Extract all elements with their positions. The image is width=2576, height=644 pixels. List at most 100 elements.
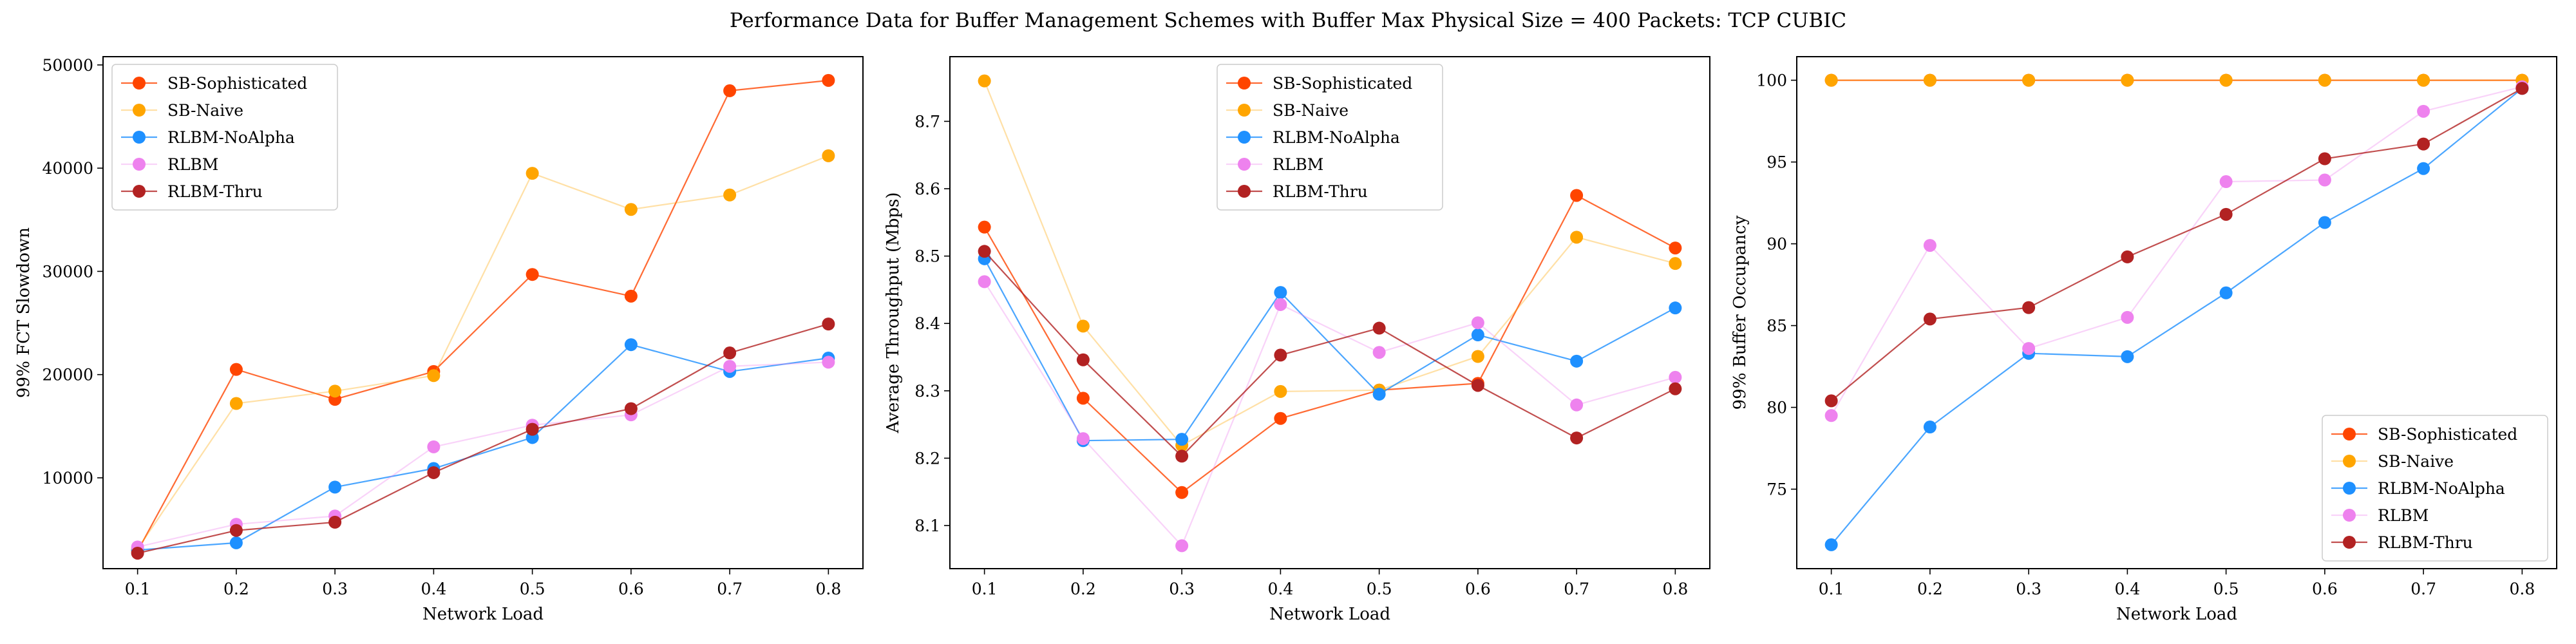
data-point-rlbm-noalpha <box>2219 286 2233 299</box>
data-point-rlbm <box>2219 175 2233 189</box>
data-point-sb-naive <box>1570 231 1584 244</box>
x-tick-label: 0.3 <box>322 580 348 598</box>
legend: SB-Sophisticated SB-Naive RLBM-NoAlpha RLBM… <box>1217 64 1443 211</box>
data-point-sb-naive <box>2318 73 2331 87</box>
data-point-rlbm-noalpha <box>2318 216 2331 229</box>
data-point-rlbm-thru <box>229 524 243 537</box>
data-point-rlbm-noalpha <box>328 480 342 494</box>
legend-label: SB-Sophisticated <box>1273 74 1412 93</box>
x-tick-label: 0.2 <box>1070 580 1096 598</box>
y-tick-label: 100 <box>1756 71 1787 90</box>
legend-label: SB-Naive <box>1273 101 1349 120</box>
data-point-rlbm-thru <box>1471 379 1484 392</box>
series-line-rlbm <box>137 361 829 548</box>
data-point-rlbm-thru <box>1923 312 1937 326</box>
legend-label: RLBM-Thru <box>2378 533 2473 552</box>
data-point-sb-naive <box>624 203 638 216</box>
data-point-sb-naive <box>1274 384 1287 398</box>
x-tick-label: 0.6 <box>2312 580 2338 598</box>
x-tick-label: 0.2 <box>1917 580 1943 598</box>
x-tick-label: 0.3 <box>1169 580 1195 598</box>
legend-label: RLBM-Thru <box>1273 182 1368 201</box>
data-point-rlbm <box>2417 104 2430 118</box>
legend-marker-rlbm <box>133 158 146 171</box>
y-tick-label: 8.2 <box>914 449 940 468</box>
data-point-sb-naive <box>427 369 440 383</box>
legend-marker-sb-sophisticated <box>133 77 146 90</box>
data-point-rlbm-thru <box>1669 382 1682 395</box>
data-point-rlbm-noalpha <box>2121 350 2134 363</box>
data-point-rlbm-thru <box>2318 152 2331 166</box>
y-axis-label: 99% Buffer Occupancy <box>1730 215 1750 410</box>
data-point-sb-sophisticated <box>1175 486 1189 499</box>
legend-box <box>1217 64 1443 211</box>
data-point-rlbm-thru <box>1824 394 1838 408</box>
y-tick-label: 30000 <box>42 262 93 281</box>
series-line-sb-sophisticated <box>983 194 1676 494</box>
data-point-rlbm-noalpha <box>1274 286 1287 299</box>
x-tick-label: 0.7 <box>717 580 743 598</box>
data-point-rlbm-thru <box>1372 321 1386 335</box>
y-axis-label: Average Throughput (Mbps) <box>884 193 903 434</box>
series-line-rlbm-noalpha <box>983 258 1676 442</box>
data-point-rlbm-thru <box>822 317 835 331</box>
data-point-sb-sophisticated <box>978 220 991 234</box>
x-tick-label: 0.5 <box>520 580 545 598</box>
data-point-sb-naive <box>1669 257 1682 270</box>
y-tick-label: 75 <box>1766 480 1787 499</box>
series-line-sb-naive <box>137 155 829 550</box>
legend-label: RLBM <box>167 155 218 174</box>
data-point-rlbm-thru <box>1570 431 1584 445</box>
data-point-sb-sophisticated <box>822 73 835 87</box>
x-tick-label: 0.1 <box>1819 580 1844 598</box>
legend-label: SB-Naive <box>2378 452 2454 471</box>
data-point-rlbm-noalpha <box>1471 328 1484 342</box>
data-point-rlbm-thru <box>2515 82 2529 95</box>
x-tick-label: 0.1 <box>125 580 151 598</box>
data-point-sb-sophisticated <box>526 268 539 281</box>
legend-marker-sb-naive <box>133 104 146 117</box>
series-line-rlbm-thru <box>137 323 829 554</box>
data-point-rlbm <box>723 359 737 373</box>
data-point-sb-naive <box>2417 73 2430 87</box>
data-point-rlbm <box>822 355 835 369</box>
data-point-rlbm-noalpha <box>1669 301 1682 315</box>
legend-marker-rlbm-thru <box>2343 536 2356 549</box>
legend-marker-rlbm <box>2343 509 2356 522</box>
data-point-rlbm <box>2121 310 2134 324</box>
data-point-sb-sophisticated <box>624 289 638 303</box>
data-point-sb-naive <box>328 384 342 398</box>
data-point-rlbm <box>1372 346 1386 359</box>
data-point-rlbm-thru <box>723 346 737 360</box>
series-line-rlbm <box>1830 86 2523 416</box>
y-tick-label: 40000 <box>42 159 93 178</box>
x-tick-label: 0.1 <box>972 580 998 598</box>
data-point-rlbm-noalpha <box>1824 538 1838 551</box>
x-axis-label: Network Load <box>422 605 544 624</box>
legend-marker-rlbm-thru <box>1238 185 1251 198</box>
legend-marker-rlbm-noalpha <box>2343 482 2356 495</box>
series-line-sb-naive <box>983 80 1676 447</box>
data-point-rlbm-thru <box>2022 301 2036 314</box>
y-tick-label: 50000 <box>42 56 93 75</box>
data-point-rlbm <box>427 440 440 453</box>
data-point-sb-naive <box>1923 73 1937 87</box>
legend-box <box>2322 415 2548 562</box>
plot-area <box>1796 56 2557 569</box>
data-point-rlbm <box>1824 409 1838 422</box>
data-point-rlbm-noalpha <box>1372 388 1386 401</box>
x-tick-label: 0.8 <box>815 580 841 598</box>
series-line-sb-sophisticated <box>137 79 829 552</box>
data-point-rlbm-thru <box>131 546 144 560</box>
x-tick-label: 0.5 <box>2213 580 2239 598</box>
legend-marker-sb-sophisticated <box>2343 428 2356 440</box>
x-tick-label: 0.6 <box>618 580 644 598</box>
legend-box <box>111 64 338 211</box>
chart-panel-2: 0.1 0.2 0.3 0.4 0.5 0.6 0.7 0.8 8.1 8.2 8.3 8.4 8.5 8… <box>884 56 1710 624</box>
y-tick-label: 80 <box>1766 399 1787 417</box>
data-point-rlbm <box>1570 398 1584 412</box>
x-tick-label: 0.4 <box>1267 580 1293 598</box>
data-point-rlbm-thru <box>1076 353 1090 366</box>
data-point-rlbm <box>1923 239 1937 252</box>
legend-label: RLBM <box>2378 506 2429 525</box>
